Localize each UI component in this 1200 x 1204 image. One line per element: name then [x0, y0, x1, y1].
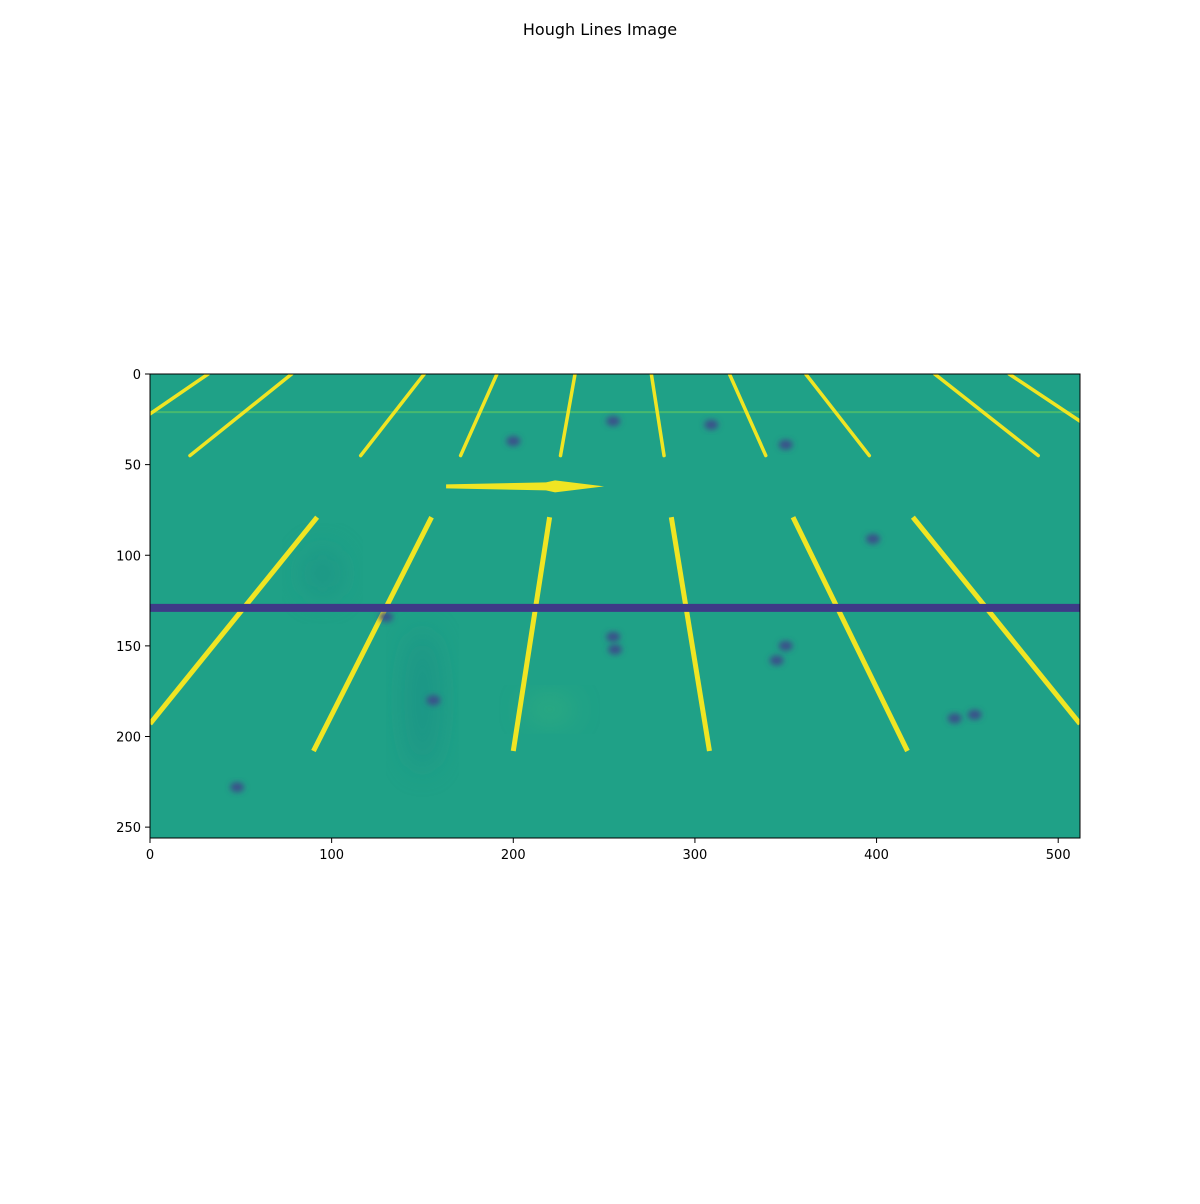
dark-spot [608, 644, 622, 655]
x-tick-label: 200 [501, 848, 526, 863]
parking-line-near [910, 515, 1080, 726]
x-axis: 0 100 200 300 400 500 [146, 838, 1071, 863]
parking-line-near [668, 516, 712, 752]
parking-line-far [558, 374, 577, 458]
y-axis: 0 50 100 150 200 250 [116, 368, 150, 836]
dark-spot [426, 695, 441, 706]
dark-spot [704, 419, 719, 430]
y-tick-label: 50 [124, 459, 141, 474]
y-tick-label: 0 [133, 368, 141, 383]
y-tick-label: 100 [116, 549, 141, 564]
y-tick-label: 150 [116, 640, 141, 655]
dark-spot [865, 533, 880, 544]
parking-line-far [458, 374, 499, 458]
x-tick-label: 500 [1046, 848, 1071, 863]
dark-spot [769, 655, 784, 666]
chart-title: Hough Lines Image [522, 20, 678, 39]
parking-line-far [803, 374, 872, 458]
parking-line-near [510, 516, 553, 752]
parking-line-near [311, 516, 434, 753]
parking-line-far [649, 374, 666, 458]
x-tick-label: 400 [864, 848, 889, 863]
dark-spot [778, 439, 793, 450]
parking-line-far [727, 374, 768, 458]
parking-line-far [150, 374, 210, 416]
parking-line-near [790, 516, 910, 753]
parking-line-far [1007, 374, 1080, 423]
arrow-marking [446, 480, 605, 493]
dark-spot [506, 436, 521, 447]
dark-spot [606, 631, 621, 642]
parking-line-far [188, 374, 294, 458]
x-tick-label: 0 [146, 848, 154, 863]
plot-area [150, 374, 1080, 838]
dark-spot [230, 782, 245, 793]
x-tick-label: 300 [683, 848, 708, 863]
texture-light [524, 697, 575, 722]
dark-spot [947, 713, 962, 724]
parking-line-far [932, 374, 1040, 458]
y-tick-label: 250 [116, 821, 141, 836]
texture-shadow [302, 548, 343, 599]
texture-shadow [404, 630, 441, 771]
dark-spot [379, 611, 394, 622]
x-tick-label: 100 [319, 848, 344, 863]
plot-frame [149, 373, 1081, 839]
y-tick-label: 200 [116, 731, 141, 746]
dark-spot [778, 640, 793, 651]
parking-line-near [150, 515, 320, 726]
dark-spot [967, 709, 982, 720]
dark-spot [606, 416, 621, 427]
parking-line-far [358, 374, 427, 458]
